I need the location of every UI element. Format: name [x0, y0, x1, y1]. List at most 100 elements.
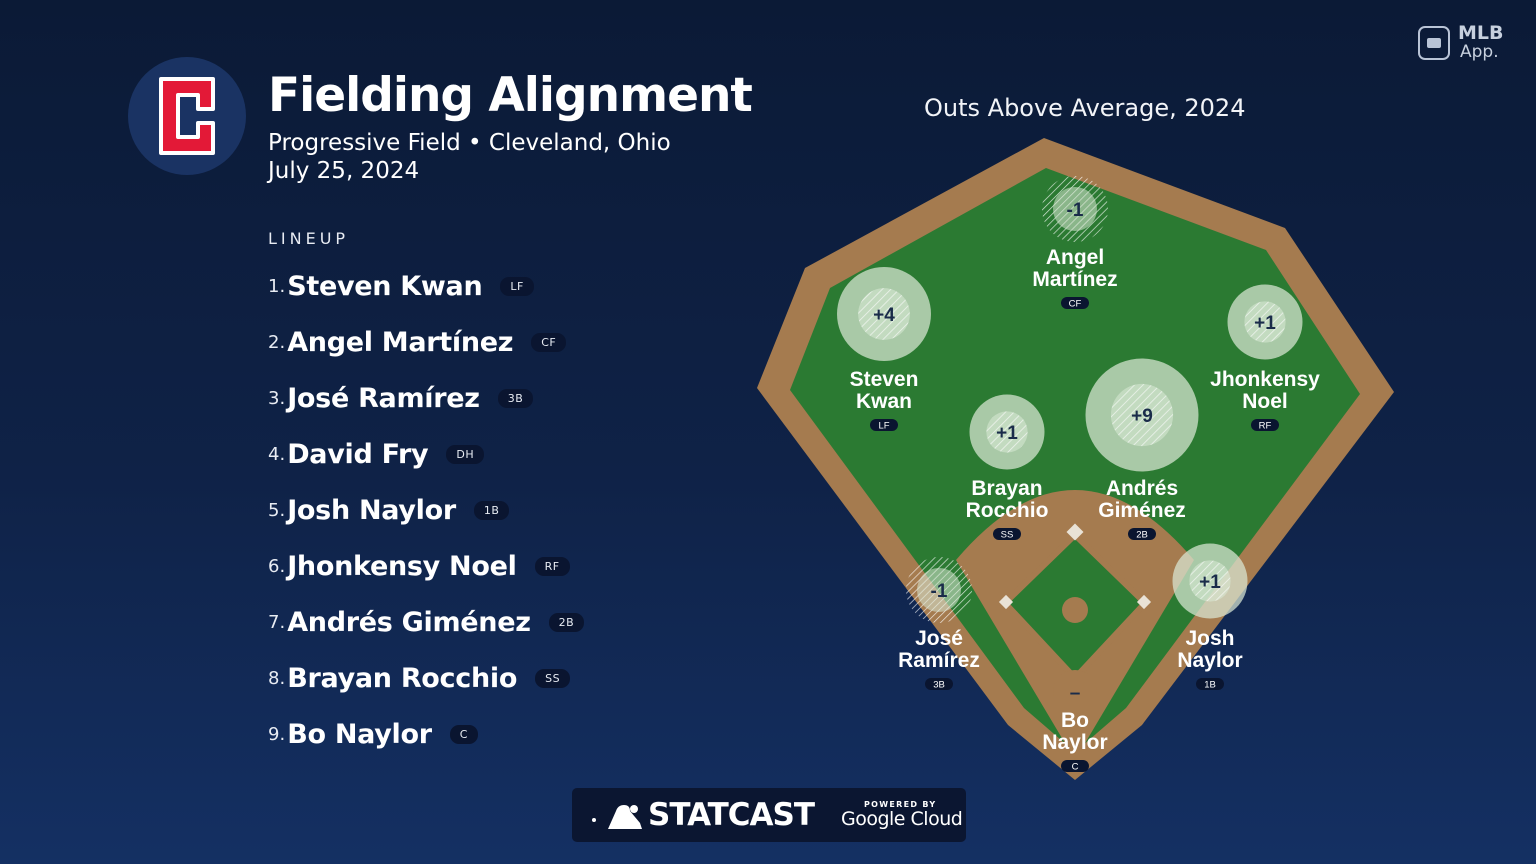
- position-badge-label: SS: [1001, 530, 1014, 541]
- player-first-name: Steven: [850, 368, 919, 391]
- lineup-position-badge: SS: [535, 668, 571, 688]
- lineup-player-name: Andrés Giménez: [287, 606, 531, 638]
- player-first-name: Josh: [1185, 627, 1234, 650]
- lineup-player-name: Brayan Rocchio: [287, 662, 518, 694]
- outfield-grass: [790, 168, 1360, 752]
- lineup-position-badge: 1B: [473, 500, 510, 520]
- lineup-item: 5. Josh Naylor 1B: [268, 482, 584, 538]
- oaa-bubble-inner: [1110, 383, 1174, 447]
- player-last-name: Naylor: [1177, 649, 1242, 672]
- mlb-silhouette-icon: [608, 805, 642, 829]
- player-first-name: Andrés: [1106, 477, 1178, 500]
- position-badge: [925, 678, 953, 690]
- lineup-player-name: Bo Naylor: [287, 718, 432, 750]
- mlb-logo-icon: [1418, 26, 1450, 60]
- player-first-name: Brayan: [971, 477, 1042, 500]
- lineup-item: 7. Andrés Giménez 2B: [268, 594, 585, 650]
- mlb-app-line2: App.: [1460, 42, 1499, 62]
- lineup-item: 1. Steven Kwan LF: [268, 258, 584, 314]
- player-first-name: Angel: [1046, 246, 1104, 269]
- lineup-position-badge: LF: [500, 276, 534, 296]
- home-plate-area: [1053, 670, 1097, 714]
- oaa-value: -1: [1067, 200, 1084, 221]
- lineup-list: 1. Steven Kwan LF 2. Angel Martínez CF 3. Jos…: [268, 258, 585, 762]
- dot-icon: [592, 818, 596, 822]
- oaa-bubble: [917, 568, 961, 612]
- lineup-player-name: Angel Martínez: [287, 326, 514, 358]
- lineup-number: 1.: [268, 275, 286, 297]
- lineup-position-badge: DH: [446, 444, 485, 464]
- position-badge-label: RF: [1259, 421, 1272, 432]
- third-base: [998, 594, 1014, 610]
- game-date: July 25, 2024: [268, 158, 420, 184]
- player-last-name: Rocchio: [966, 499, 1049, 522]
- lineup-player-name: Josh Naylor: [287, 494, 456, 526]
- statcast-banner: STATCAST POWERED BY Google Cloud: [572, 788, 966, 842]
- position-badge-label: 2B: [1136, 530, 1148, 541]
- lineup-player-name: Steven Kwan: [287, 270, 483, 302]
- position-badge-label: 1B: [1204, 680, 1216, 691]
- position-badge: [993, 528, 1021, 540]
- pitchers-mound: [1062, 597, 1088, 623]
- lineup-number: 4.: [268, 443, 286, 465]
- oaa-bubble-inner: [1244, 301, 1286, 343]
- position-badge-label: C: [1072, 762, 1079, 773]
- lineup-number: 9.: [268, 723, 286, 745]
- player-first-name: Jhonkensy: [1210, 368, 1320, 391]
- powered-by-label: POWERED BY: [864, 800, 937, 809]
- player-last-name: Naylor: [1042, 731, 1107, 754]
- oaa-value: -1: [931, 581, 948, 602]
- guardians-c-icon: [159, 77, 215, 155]
- venue-subtitle: Progressive Field • Cleveland, Ohio: [268, 130, 671, 156]
- oaa-bubble: [1053, 187, 1097, 231]
- lineup-player-name: Jhonkensy Noel: [287, 550, 517, 582]
- lineup-item: 2. Angel Martínez CF: [268, 314, 584, 370]
- mlb-app-line1: MLB: [1458, 22, 1504, 44]
- lineup-player-name: David Fry: [287, 438, 429, 470]
- player-last-name: Noel: [1242, 390, 1288, 413]
- lineup-position-badge: RF: [534, 556, 570, 576]
- lineup-item: 9. Bo Naylor C: [268, 706, 584, 762]
- second-base: [1066, 523, 1084, 541]
- position-badge: [1128, 528, 1156, 540]
- field-chart-title: Outs Above Average, 2024: [924, 94, 1246, 122]
- first-base: [1136, 594, 1152, 610]
- oaa-value: +1: [1199, 572, 1221, 593]
- player-last-name: Kwan: [856, 390, 912, 413]
- oaa-value: +1: [996, 423, 1018, 444]
- position-badge: [1251, 419, 1279, 431]
- team-logo: [128, 57, 246, 175]
- lineup-position-badge: 2B: [548, 612, 585, 632]
- google-cloud-label: Google Cloud: [841, 808, 963, 830]
- oaa-value: –: [1070, 683, 1081, 704]
- oaa-bubble-inner: [1189, 560, 1231, 602]
- position-badge: [1061, 760, 1089, 772]
- lineup-number: 6.: [268, 555, 286, 577]
- lineup-position-badge: 3B: [497, 388, 534, 408]
- oaa-value: +4: [873, 305, 895, 326]
- position-badge: [1196, 678, 1224, 690]
- player-last-name: Martínez: [1032, 268, 1117, 291]
- lineup-item: 4. David Fry DH: [268, 426, 584, 482]
- lineup-item: 8. Brayan Rocchio SS: [268, 650, 584, 706]
- statcast-wordmark: STATCAST: [648, 797, 815, 833]
- oaa-bubble-inner: [986, 411, 1028, 453]
- position-badge-label: 3B: [933, 680, 945, 691]
- lineup-player-name: José Ramírez: [287, 382, 480, 414]
- oaa-value: +1: [1254, 313, 1276, 334]
- position-badge-label: CF: [1069, 299, 1082, 310]
- lineup-number: 8.: [268, 667, 286, 689]
- lineup-number: 5.: [268, 499, 286, 521]
- lineup-number: 3.: [268, 387, 286, 409]
- oaa-bubble-inner: [858, 288, 910, 340]
- player-first-name: José: [915, 627, 963, 650]
- player-last-name: Giménez: [1098, 499, 1186, 522]
- player-first-name: Bo: [1061, 709, 1089, 732]
- lineup-position-badge: C: [449, 724, 478, 744]
- position-badge-label: LF: [878, 421, 889, 432]
- mlb-app-logo: MLB App.: [1418, 24, 1512, 66]
- page-title: Fielding Alignment: [268, 68, 753, 123]
- lineup-item: 6. Jhonkensy Noel RF: [268, 538, 584, 594]
